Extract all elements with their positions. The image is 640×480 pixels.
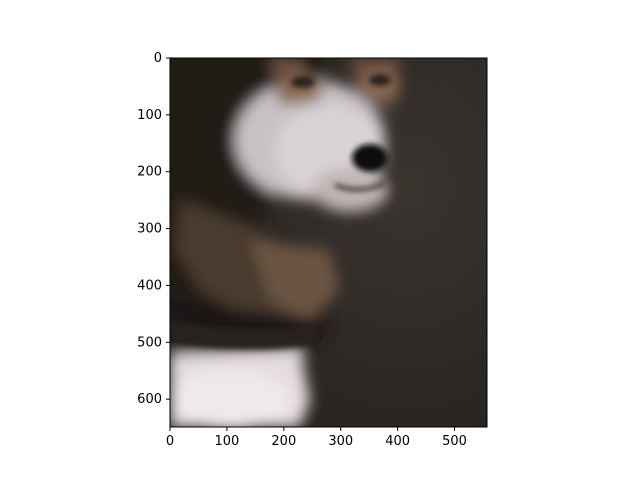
dog-photo	[170, 58, 487, 427]
y-tick-label: 600	[137, 392, 162, 407]
x-tick-label: 300	[328, 434, 353, 449]
y-tick-label: 300	[137, 222, 162, 237]
y-axis: 0 100 200 300 400 500 600	[137, 51, 170, 407]
axes-frame	[169, 57, 488, 428]
y-tick-label: 500	[137, 335, 162, 350]
y-tick-label: 400	[137, 278, 162, 293]
x-tick-label: 200	[271, 434, 296, 449]
x-axis: 0 100 200 300 400 500	[166, 427, 467, 449]
y-tick-label: 0	[154, 51, 162, 66]
y-tick-label: 200	[137, 165, 162, 180]
x-tick-label: 0	[166, 434, 174, 449]
y-tick-label: 100	[137, 108, 162, 123]
x-tick-label: 400	[385, 434, 410, 449]
x-tick-label: 100	[214, 434, 239, 449]
x-tick-label: 500	[442, 434, 467, 449]
